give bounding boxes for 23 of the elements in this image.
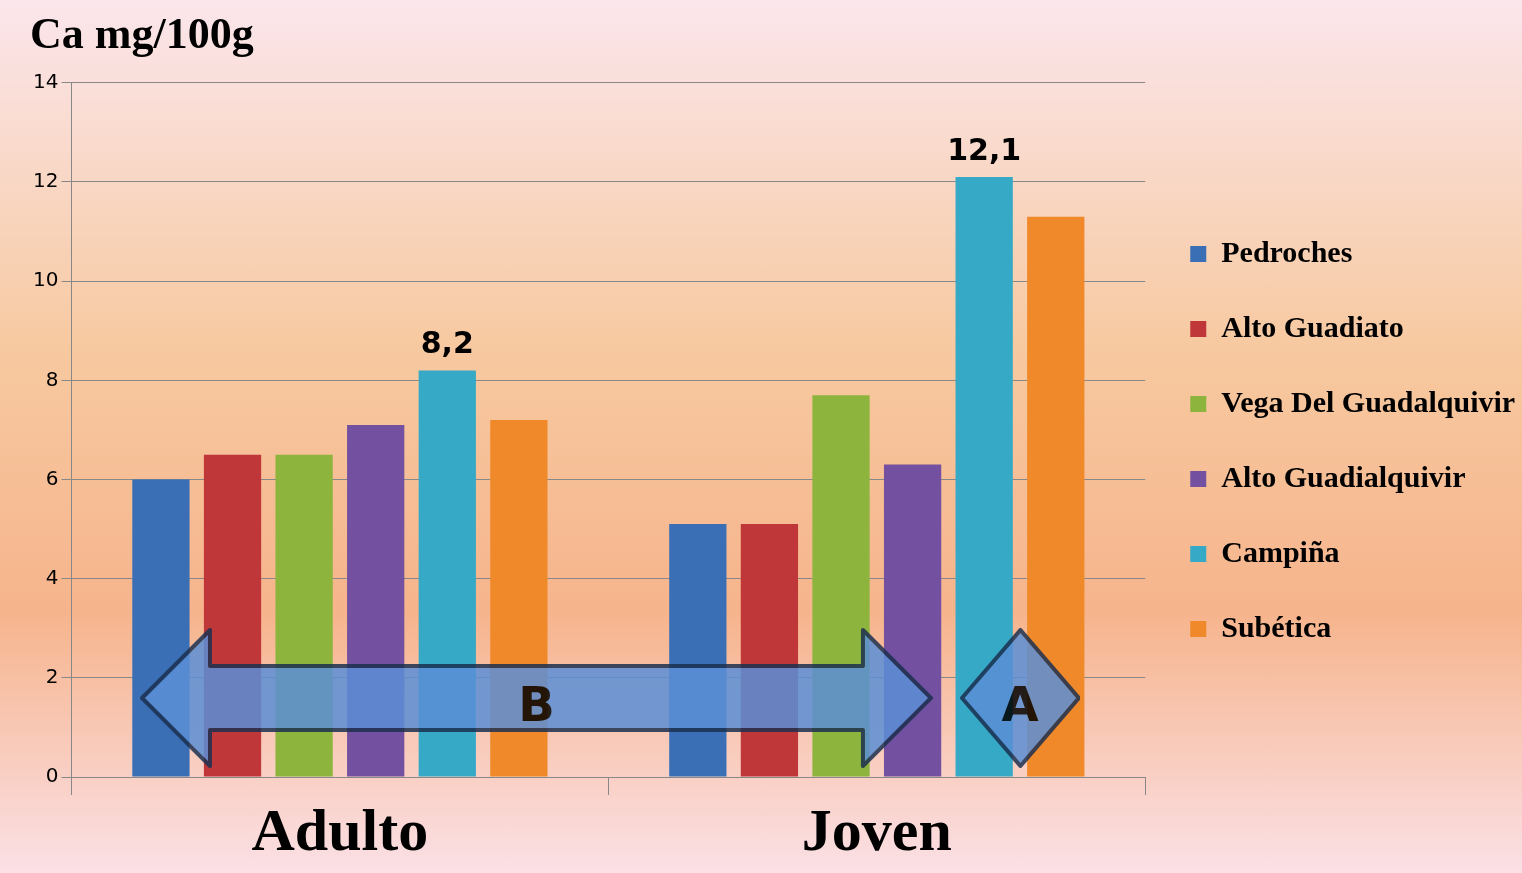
legend-label: Pedroches [1221,234,1353,268]
y-tick-label: 14 [33,69,59,93]
y-tick-label: 8 [45,366,59,391]
data-label: 12,1 [947,131,1022,167]
diamond-shape: A [959,627,1081,768]
x-tick-label: Joven [801,796,952,863]
x-tick-label: Adulto [251,796,429,863]
y-tick-label: 0 [45,763,59,788]
annotation: A [1001,675,1039,732]
legend-label: Alto Guadiato [1221,309,1404,343]
double-arrow: B [140,627,934,768]
legend-label: Vega Del Guadalquivir [1221,384,1516,418]
legend-label: Alto Guadialquivir [1221,459,1466,493]
y-tick-label: 12 [33,168,59,193]
legend-label: Campiña [1221,534,1340,568]
y-tick-label: 2 [45,664,59,689]
legend-label: Subética [1221,609,1332,643]
chart-title: Ca mg/100g [30,8,254,58]
y-tick-label: 4 [45,564,59,589]
y-tick-label: 10 [33,267,59,292]
y-tick-label: 6 [45,465,59,490]
annotation: B [518,675,555,732]
data-label: 8,2 [420,325,474,361]
